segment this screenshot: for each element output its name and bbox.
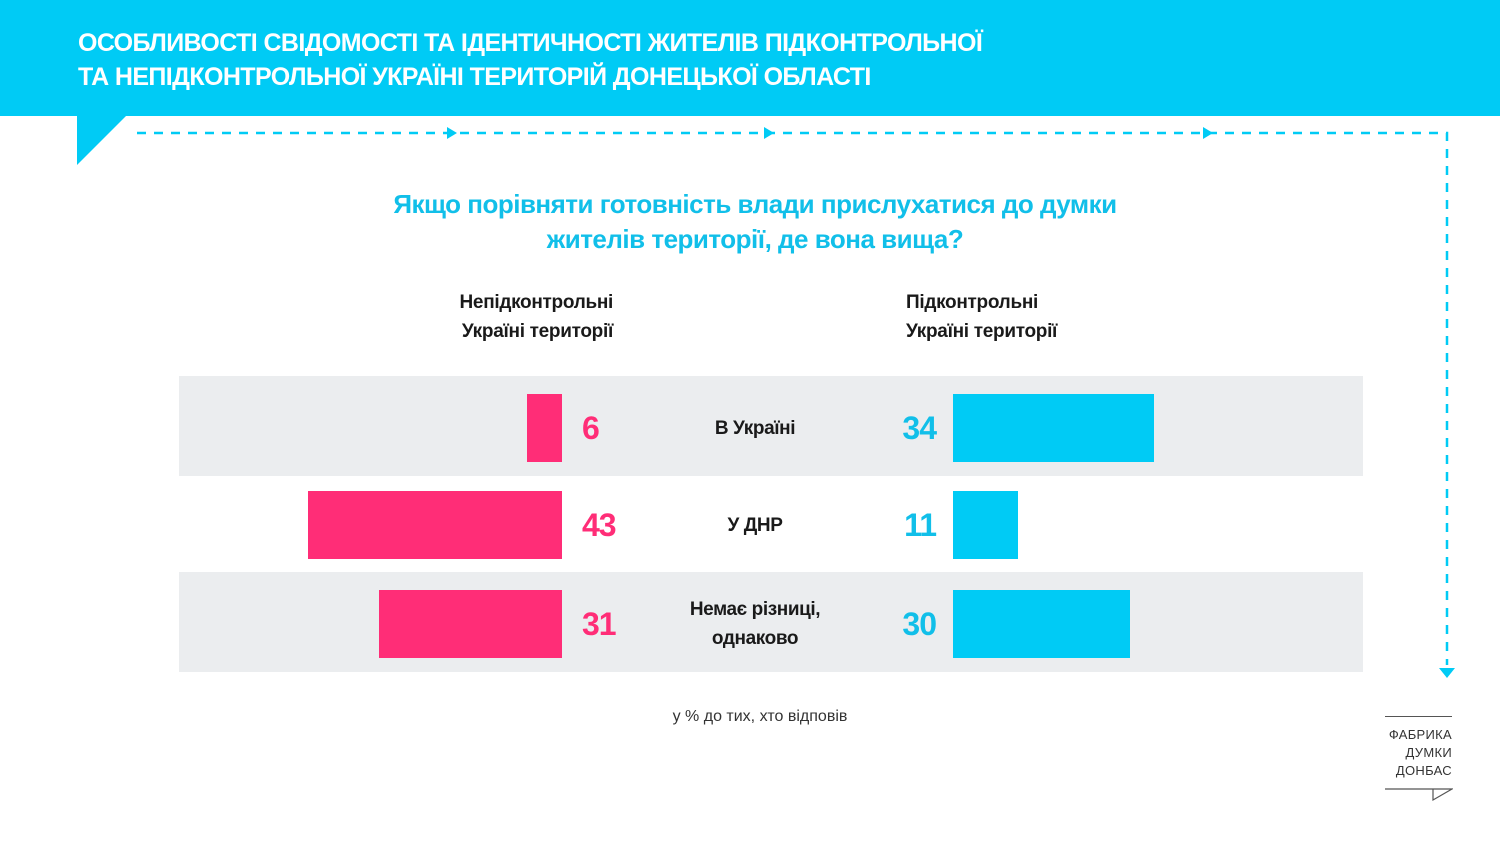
value-label-controlled: 11	[904, 507, 937, 543]
bar-uncontrolled	[379, 590, 562, 658]
bar-uncontrolled	[526, 394, 562, 462]
legend-controlled-line-1: Підконтрольні	[906, 292, 1038, 313]
chart-title-line-1: Якщо порівняти готовність влади прислуха…	[393, 189, 1117, 219]
legend-uncontrolled: Непідконтрольні Україні території	[393, 288, 614, 346]
category-label: В Україні	[655, 414, 855, 443]
logo-speech-tail-icon	[1385, 788, 1453, 802]
category-label-line: однаково	[711, 628, 799, 649]
logo-line-1: ФАБРИКА	[1388, 727, 1452, 742]
logo-line-3: ДОНБАС	[1395, 763, 1452, 778]
page-title-line-2: ТА НЕПІДКОНТРОЛЬНОЇ УКРАЇНІ ТЕРИТОРІЙ ДО…	[78, 63, 871, 91]
value-label-uncontrolled: 31	[582, 606, 617, 642]
arrow-down-icon	[1439, 668, 1455, 678]
legend-controlled: Підконтрольні Україні території	[906, 288, 1166, 346]
logo-text: ФАБРИКА ДУМКИ ДОНБАС	[1385, 726, 1452, 780]
arrow-right-icon	[764, 127, 774, 139]
value-label-uncontrolled: 6	[582, 410, 600, 446]
page-title-line-1: ОСОБЛИВОСТІ СВІДОМОСТІ ТА ІДЕНТИЧНОСТІ Ж…	[78, 29, 983, 57]
arrow-right-icon	[447, 127, 457, 139]
value-label-uncontrolled: 43	[582, 507, 617, 543]
category-label-line: У ДНР	[727, 514, 783, 536]
bar-controlled	[953, 394, 1154, 462]
chart-title-line-2: жителів території, де вона вища?	[546, 224, 964, 254]
arrow-right-icon	[1203, 127, 1213, 139]
row-background	[179, 572, 1363, 672]
value-label-controlled: 30	[902, 606, 937, 642]
logo-divider	[1385, 716, 1452, 717]
bar-controlled	[953, 491, 1018, 559]
legend-uncontrolled-line-2: Україні території	[461, 321, 613, 342]
header-notch	[77, 115, 127, 165]
category-label-line: В Україні	[714, 417, 796, 439]
logo-line-2: ДУМКИ	[1405, 745, 1452, 760]
bar-uncontrolled	[308, 491, 562, 559]
category-label: У ДНР	[655, 511, 855, 540]
chart-note: у % до тих, хто відповів	[672, 708, 848, 725]
bar-controlled	[953, 590, 1130, 658]
category-label-line: Немає різниці,	[689, 599, 821, 620]
category-label: Немає різниці, однаково	[655, 595, 855, 653]
legend-controlled-line-2: Україні території	[906, 321, 1058, 342]
chart-title: Якщо порівняти готовність влади прислуха…	[250, 187, 1260, 257]
header-banner	[0, 0, 1500, 116]
value-label-controlled: 34	[902, 410, 937, 446]
legend-uncontrolled-line-1: Непідконтрольні	[459, 292, 614, 313]
row-background	[179, 376, 1363, 476]
page-title: ОСОБЛИВОСТІ СВІДОМОСТІ ТА ІДЕНТИЧНОСТІ Ж…	[78, 26, 1278, 94]
